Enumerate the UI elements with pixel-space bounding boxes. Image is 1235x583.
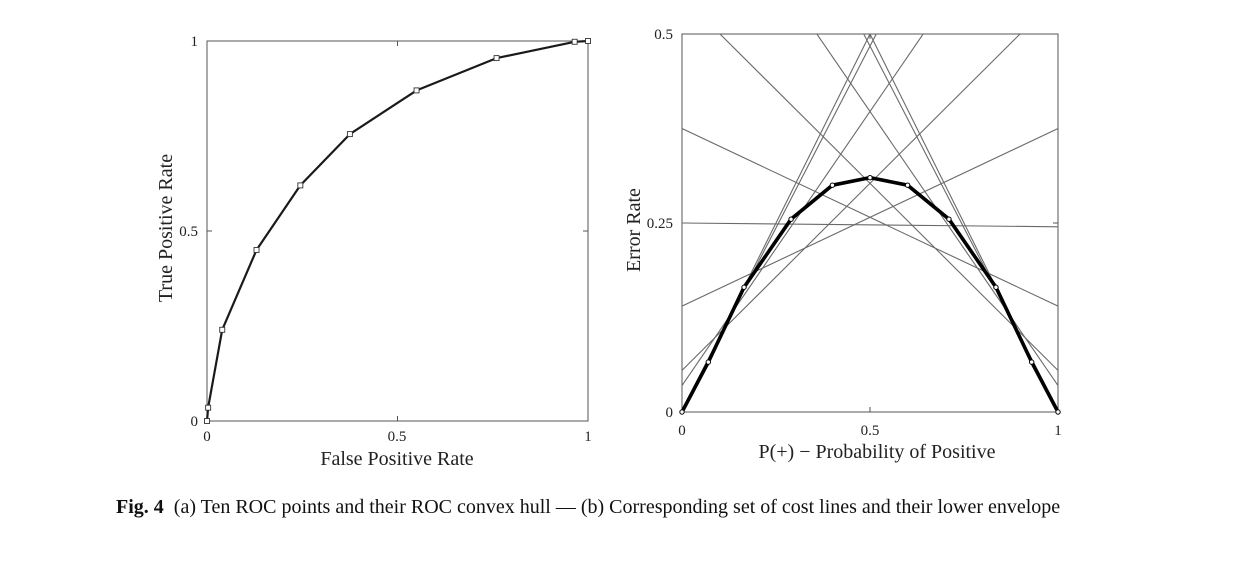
roc-point bbox=[571, 38, 578, 45]
envelope-point bbox=[788, 216, 794, 222]
caption-text: (a) Ten ROC points and their ROC convex … bbox=[173, 496, 1061, 518]
envelope-point bbox=[946, 216, 952, 222]
cost-y-axis-label: Error Rate bbox=[623, 188, 645, 272]
figure: 1 0.5 0 0 0.5 1 False Positive Rate True… bbox=[155, 27, 1062, 470]
cost-lines-group bbox=[682, 34, 1058, 412]
cost-line bbox=[869, 34, 1058, 412]
cost-line bbox=[682, 34, 924, 386]
roc-x-axis-label: False Positive Rate bbox=[320, 448, 473, 470]
roc-point bbox=[205, 404, 212, 411]
cost-chart: 0.5 0.25 0 0 0.5 1 P(+) − Probability of… bbox=[623, 27, 1062, 463]
envelope-point bbox=[904, 182, 911, 188]
cost-line bbox=[863, 34, 1058, 410]
roc-ticks bbox=[206, 40, 589, 422]
roc-curve-group bbox=[204, 38, 591, 424]
lower-envelope bbox=[680, 175, 1060, 413]
roc-point bbox=[219, 326, 226, 333]
cost-line bbox=[719, 34, 1058, 371]
roc-ytick-label: 1 bbox=[191, 34, 199, 50]
cost-line bbox=[682, 222, 1058, 228]
cost-xtick-label: 0.5 bbox=[861, 423, 880, 439]
roc-point bbox=[585, 38, 591, 44]
envelope-point bbox=[679, 409, 685, 415]
roc-ytick-label: 0 bbox=[191, 414, 199, 430]
envelope-point bbox=[705, 359, 712, 365]
cost-x-axis-label: P(+) − Probability of Positive bbox=[758, 441, 995, 463]
cost-line bbox=[682, 34, 877, 410]
cost-xtick-label: 1 bbox=[1054, 423, 1062, 439]
cost-line bbox=[816, 34, 1058, 386]
roc-plot-frame bbox=[206, 40, 589, 422]
roc-point bbox=[493, 55, 500, 62]
roc-y-axis-label: True Positive Rate bbox=[155, 154, 177, 302]
cost-ytick-label: 0.25 bbox=[647, 216, 673, 232]
cost-line bbox=[682, 34, 871, 412]
envelope-point bbox=[829, 182, 836, 188]
caption-label: Fig. 4 bbox=[116, 496, 164, 518]
roc-xtick-label: 1 bbox=[584, 429, 592, 445]
envelope-point bbox=[993, 284, 999, 290]
cost-ticks bbox=[681, 33, 1059, 413]
envelope-point bbox=[1055, 409, 1061, 415]
lower-envelope-group bbox=[679, 174, 1061, 415]
roc-point bbox=[253, 247, 260, 253]
roc-point bbox=[204, 418, 210, 424]
envelope-point bbox=[867, 174, 873, 181]
roc-xtick-label: 0 bbox=[203, 429, 211, 445]
envelope-point bbox=[741, 284, 747, 290]
roc-xtick-label: 0.5 bbox=[388, 429, 407, 445]
roc-point bbox=[297, 182, 304, 189]
envelope-point bbox=[1028, 359, 1035, 365]
roc-ytick-label: 0.5 bbox=[179, 224, 198, 240]
cost-line bbox=[682, 128, 1058, 307]
cost-ytick-label: 0.5 bbox=[654, 27, 673, 43]
roc-chart: 1 0.5 0 0 0.5 1 False Positive Rate True… bbox=[155, 34, 592, 470]
cost-xtick-label: 0 bbox=[678, 423, 686, 439]
roc-point bbox=[346, 131, 353, 138]
cost-plot-frame bbox=[681, 33, 1059, 413]
roc-point bbox=[413, 87, 420, 94]
roc-curve bbox=[205, 39, 589, 422]
cost-ytick-label: 0 bbox=[666, 405, 674, 421]
figure-caption: Fig. 4 (a) Ten ROC points and their ROC c… bbox=[116, 494, 1126, 521]
